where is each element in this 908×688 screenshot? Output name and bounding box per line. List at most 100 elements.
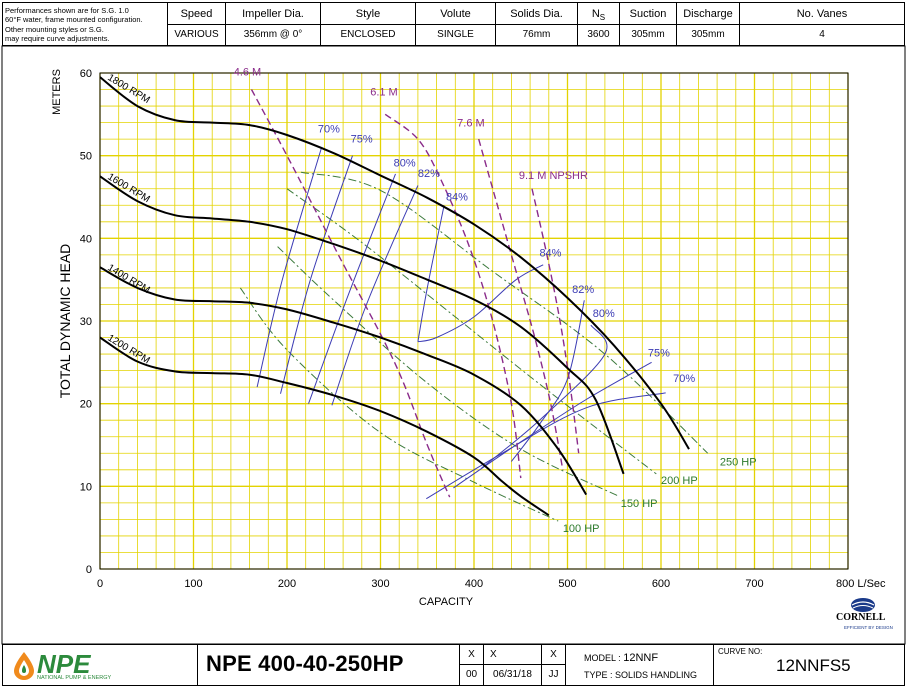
spec-value-6: 305mm xyxy=(620,24,677,45)
rev-cell: X xyxy=(484,645,542,665)
x-tick-label: 500 xyxy=(558,578,576,590)
x-tick-label: 300 xyxy=(371,578,389,590)
spec-label-7: Discharge xyxy=(677,3,740,25)
cornell-wordmark: CORNELL xyxy=(836,612,886,623)
spec-value-0: VARIOUS xyxy=(168,24,226,45)
spec-label-4: Solids Dia. xyxy=(496,3,578,25)
cornell-swirl-icon xyxy=(851,598,875,612)
title-block: NPE NATIONAL PUMP & ENERGY NPE 400-40-25… xyxy=(2,644,905,686)
curve-value: 12NNFS5 xyxy=(776,656,851,675)
spec-value-5: 3600 xyxy=(578,24,620,45)
efficiency-curve-left xyxy=(331,185,419,406)
efficiency-curve-right xyxy=(453,361,652,489)
rev-cell: X xyxy=(460,645,484,665)
note-line: may require curve adjustments. xyxy=(5,33,110,43)
chart-axes: 0 100 200 300 400 500 600 700 800 L/Sec 0 10 20 30 40… xyxy=(1,45,906,645)
efficiency-label: 75% xyxy=(648,348,670,360)
horsepower-curves xyxy=(239,171,709,522)
y-tick-label: 30 xyxy=(80,316,92,328)
spec-label-8: No. Vanes xyxy=(796,8,848,20)
horsepower-label: 100 HP xyxy=(563,523,600,535)
efficiency-curves xyxy=(256,147,666,500)
spec-label-6: Suction xyxy=(620,3,677,25)
cornell-tagline: EFFICIENT BY DESIGN xyxy=(844,625,893,630)
efficiency-curve-right xyxy=(511,300,585,462)
spec-label-3: Volute xyxy=(416,3,496,25)
note-cell xyxy=(3,3,168,45)
type-value: SOLIDS HANDLING xyxy=(615,670,698,680)
x-tick-label: 0 xyxy=(97,578,103,590)
efficiency-label: 82% xyxy=(572,284,594,296)
curve-number-cell: CURVE NO: 12NNFS5 xyxy=(714,645,904,685)
npshr-curve xyxy=(384,113,522,479)
model-title-cell: NPE 400-40-250HP xyxy=(198,645,460,685)
npshr-curve xyxy=(250,89,451,498)
efficiency-curve-left xyxy=(280,155,353,394)
npshr-label: 9.1 M NPSHR xyxy=(519,170,588,182)
rev-cell: X xyxy=(542,645,566,665)
spec-value-2: ENCLOSED xyxy=(321,24,416,45)
rev-cell: 00 xyxy=(460,665,484,685)
horsepower-curve xyxy=(277,246,620,497)
y-unit-label: METERS xyxy=(51,69,63,115)
model-title: NPE 400-40-250HP xyxy=(206,651,404,676)
horsepower-label: 200 HP xyxy=(661,475,698,487)
x-tick-label: 700 xyxy=(745,578,763,590)
speed-curves xyxy=(99,76,690,517)
npe-logo-text: NPE xyxy=(37,649,91,679)
x-tick-label: 800 L/Sec xyxy=(836,578,886,590)
efficiency-label: 80% xyxy=(593,308,615,320)
model-label: MODEL : xyxy=(584,653,621,663)
npshr-curve xyxy=(478,138,564,470)
efficiency-label: 84% xyxy=(446,191,468,203)
spec-value-7: 305mm xyxy=(677,24,740,45)
efficiency-curve-left xyxy=(256,147,323,388)
horsepower-curve xyxy=(300,171,709,454)
efficiency-curve-right xyxy=(426,392,666,500)
speed-label: 1400 RPM xyxy=(105,262,151,296)
spec-label-1: Impeller Dia. xyxy=(226,3,321,25)
spec-value-4: 76mm xyxy=(496,24,578,45)
horsepower-curve xyxy=(239,287,559,522)
horsepower-label: 250 HP xyxy=(720,457,757,469)
y-tick-label: 10 xyxy=(80,481,92,493)
speed-curve xyxy=(99,76,690,450)
efficiency-label: 70% xyxy=(318,124,340,136)
y-tick-label: 60 xyxy=(80,68,92,80)
y-axis-label: TOTAL DYNAMIC HEAD xyxy=(57,244,73,399)
npshr-label: 4.6 M xyxy=(234,66,262,78)
efficiency-label: 70% xyxy=(673,373,695,385)
horsepower-curve xyxy=(286,188,657,475)
curve-label: CURVE NO: xyxy=(718,647,763,656)
note-line: 60°F water, frame mounted configuration. xyxy=(5,15,143,25)
y-tick-label: 50 xyxy=(80,151,92,163)
spec-value-3: SINGLE xyxy=(416,24,496,45)
spec-label-5: NS xyxy=(578,3,620,25)
flame-drop-icon xyxy=(14,652,34,680)
model-type-cell: MODEL : 12NNF TYPE : SOLIDS HANDLING xyxy=(566,645,714,685)
logo-cell: NPE NATIONAL PUMP & ENERGY xyxy=(3,645,198,685)
speed-curve xyxy=(99,266,588,496)
npshr-label: 7.6 M xyxy=(457,118,485,130)
efficiency-curve-right xyxy=(417,264,544,343)
rev-initials: JJ xyxy=(542,665,566,685)
y-tick-label: 40 xyxy=(80,233,92,245)
y-tick-label: 0 xyxy=(86,564,92,576)
npshr-curve xyxy=(531,188,580,454)
spec-value-1: 356mm @ 0° xyxy=(226,24,321,45)
model-value: 12NNF xyxy=(623,652,659,664)
efficiency-label: 84% xyxy=(539,248,561,260)
spec-value-8: 4 xyxy=(740,24,904,45)
spec-header-table: Performances shown are for S.G. 1.0 60°F… xyxy=(2,2,905,46)
rev-date: 06/31/18 xyxy=(484,665,542,685)
efficiency-label: 80% xyxy=(394,157,416,169)
npe-logo-tagline: NATIONAL PUMP & ENERGY xyxy=(37,675,112,681)
x-tick-label: 400 xyxy=(465,578,483,590)
speed-curve xyxy=(99,175,625,475)
efficiency-curve-left xyxy=(417,205,445,342)
efficiency-curve-right xyxy=(481,324,608,469)
horsepower-label: 150 HP xyxy=(621,498,658,510)
x-axis-label: CAPACITY xyxy=(419,596,474,608)
type-label: TYPE : xyxy=(584,670,613,680)
y-tick-label: 20 xyxy=(80,399,92,411)
